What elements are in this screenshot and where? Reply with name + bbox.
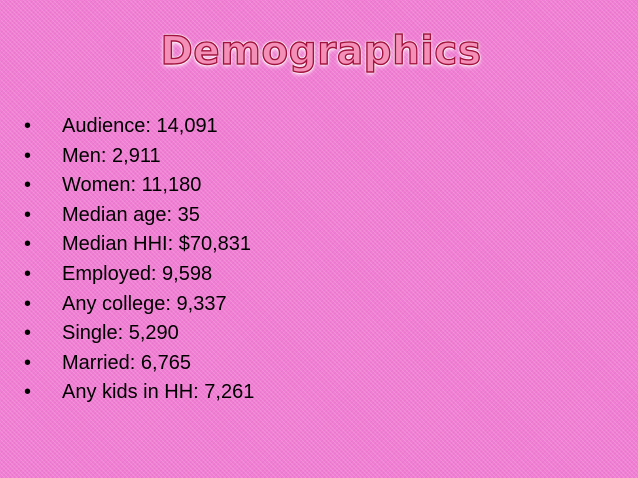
- bullet-icon: •: [24, 381, 32, 404]
- bullet-icon: •: [24, 144, 32, 167]
- bullet-icon: •: [24, 174, 32, 197]
- bullet-icon: •: [24, 292, 32, 315]
- bullet-text: Married: 6,765: [62, 351, 191, 374]
- bullet-text: Median HHI: $70,831: [62, 233, 252, 256]
- bullet-icon: •: [24, 115, 32, 137]
- slide-title: Demographics: [0, 29, 638, 74]
- bullet-text: Audience: 14,091: [62, 115, 218, 137]
- bullet-text: Single: 5,290: [62, 322, 179, 345]
- bullet-icon: •: [24, 203, 32, 226]
- bullet-icon: •: [24, 322, 32, 345]
- bullet-text: Men: 2,911: [62, 144, 161, 167]
- bullet-icon: •: [24, 233, 32, 256]
- bullet-text: Women: 11,180: [62, 174, 202, 197]
- slide-title-text: Demographics: [160, 29, 482, 74]
- bullet-text: Any college: 9,337: [62, 292, 227, 315]
- bullet-text: Median age: 35: [62, 203, 200, 226]
- bullet-icon: •: [24, 262, 32, 285]
- bullet-icon: •: [24, 351, 32, 374]
- bullet-text: Any kids in HH: 7,261: [62, 381, 255, 404]
- bullet-text: Employed: 9,598: [62, 262, 213, 285]
